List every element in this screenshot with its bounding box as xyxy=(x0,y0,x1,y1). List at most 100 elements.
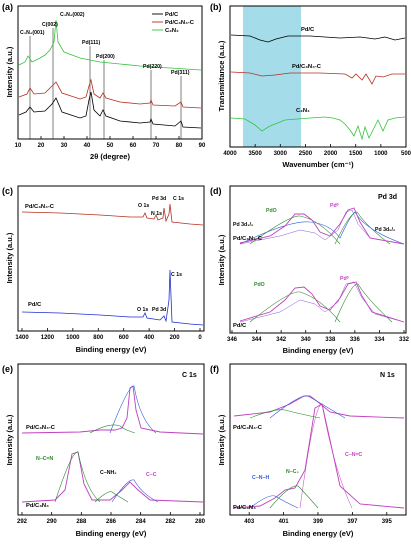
panel-label-c: (c) xyxy=(2,186,13,196)
panel-f-ylabel: Intensity (a.u.) xyxy=(217,414,226,465)
xrd-curve-c3n4 xyxy=(18,19,202,71)
panel-b-ftir: (b) 4000 3500 3000 2500 2000 1500 1000 500 Wave… xyxy=(210,2,411,169)
ftir-curve-pd-c3n4-c xyxy=(230,71,405,85)
panel-d-tick-label: 334 xyxy=(374,337,385,343)
panel-f-tick-label: 403 xyxy=(244,519,255,525)
panel-a-tick-label: 80 xyxy=(176,143,183,149)
xps-survey-curve-pd-c3n4-c xyxy=(21,203,204,226)
panel-c-tick-label: 200 xyxy=(170,335,181,341)
xrd-curve-pd-c3n4-c xyxy=(18,78,202,109)
annotation-c-002: C(002) xyxy=(42,22,58,28)
panel-e-tick-label: 284 xyxy=(136,519,147,525)
c1s-annotation-cnh2: C−NH₂ xyxy=(100,470,117,476)
ftir-curve-c3n4 xyxy=(230,116,406,141)
ftir-label-c3n4: C₃N₄ xyxy=(296,108,310,114)
ftir-curve-pd-c xyxy=(230,34,406,43)
c1s-sample-pd-c3n4-c: Pd/C₃N₄-C xyxy=(26,425,56,431)
pd3d-upper-fit xyxy=(239,207,405,245)
n1s-lower-fit xyxy=(233,403,405,509)
n1s-annotation-nc3: N−C₃ xyxy=(286,469,300,475)
pd3d-sample-pd-c3n4-c: Pd/C₃N₄-C xyxy=(233,236,263,242)
panel-label-a: (a) xyxy=(2,2,13,12)
panel-c-xps-survey: (c) 1400 1200 1000 800 600 400 200 0 Binding en… xyxy=(2,185,205,354)
c1s-annotation-cc: C−C xyxy=(146,472,157,478)
panel-b-tick-label: 3000 xyxy=(274,151,288,157)
n1s-sample-pd-c3n4: Pd/C₃N₄ xyxy=(233,505,256,511)
survey-bottom-pd3d: Pd 3d xyxy=(152,307,166,313)
panel-f-n1s: (f) 403 401 399 397 395 Binding energy (eV) … xyxy=(210,363,407,538)
panel-e-x-ticks: 292 290 288 286 284 282 280 xyxy=(17,512,206,525)
pd3d-5-2-label: Pd 3d₅/₂ xyxy=(375,227,396,233)
annotation-pd-111: Pd(111) xyxy=(82,40,100,46)
panel-c-tick-label: 1200 xyxy=(41,335,55,341)
panel-d-title: Pd 3d xyxy=(378,194,397,201)
panel-f-frame xyxy=(229,363,407,516)
panel-c-frame xyxy=(17,185,205,332)
c1s-sample-pd-c3n4: Pd/C₃N₄ xyxy=(26,503,49,509)
panel-a-peak-lines xyxy=(29,28,182,139)
c1s-annotation-ncn: N−C=N xyxy=(36,456,54,462)
panel-c-xlabel: Binding energy (eV) xyxy=(76,345,147,354)
panel-a-tick-label: 10 xyxy=(15,143,22,149)
panel-e-tick-label: 282 xyxy=(165,519,176,525)
panel-b-frame xyxy=(229,5,407,148)
annotation-pd-220: Pd(220) xyxy=(143,64,162,70)
panel-f-tick-label: 399 xyxy=(313,519,324,525)
pd3d-upper-pdo: PdO xyxy=(266,208,277,214)
panel-d-tick-label: 342 xyxy=(276,337,287,343)
panel-a-tick-label: 70 xyxy=(153,143,160,149)
panel-e-ylabel: Intensity (a.u.) xyxy=(5,414,14,465)
panel-label-e: (e) xyxy=(2,364,13,374)
panel-a-tick-label: 60 xyxy=(130,143,137,149)
survey-top-n1s: N 1s xyxy=(151,211,162,217)
n1s-annotation-cnh: C−N−H xyxy=(252,475,270,481)
panel-a-xrd: (a) 10 20 30 40 50 60 70 80 90 2θ (degree) Inten… xyxy=(2,2,206,161)
panel-d-tick-label: 346 xyxy=(227,337,238,343)
annotation-c3n4-002: C₃N₄(002) xyxy=(60,12,85,18)
panel-d-x-ticks: 346 344 342 340 338 336 334 332 xyxy=(227,330,410,343)
panel-d-tick-label: 338 xyxy=(325,337,336,343)
pd3d-lower-pdo: PdO xyxy=(254,282,265,288)
xrd-curve-pd-c xyxy=(18,91,202,129)
panel-a-tick-label: 30 xyxy=(61,143,68,149)
panel-b-ylabel: Transmittance (a.u.) xyxy=(217,40,226,111)
ftir-label-pd-c: Pd/C xyxy=(301,27,315,33)
panel-b-tick-label: 3500 xyxy=(248,151,262,157)
xps-survey-label-pd-c: Pd/C xyxy=(28,302,42,308)
n1s-annotation-cnc: C−N=C xyxy=(345,452,363,458)
pd3d-3-2-label: Pd 3d₃/₂ xyxy=(233,222,254,228)
panel-b-tick-label: 4000 xyxy=(223,151,237,157)
panel-label-d: (d) xyxy=(210,186,222,196)
panel-c-tick-label: 1400 xyxy=(15,335,29,341)
panel-e-tick-label: 290 xyxy=(47,519,58,525)
panel-b-tick-label: 2000 xyxy=(324,151,338,157)
annotation-c3n4-001: C₃N₄(001) xyxy=(20,30,45,36)
panel-d-tick-label: 336 xyxy=(350,337,361,343)
panel-f-tick-label: 397 xyxy=(347,519,358,525)
legend-c3n4: C₃N₄ xyxy=(165,28,179,34)
pd3d-upper-pd0: Pd⁰ xyxy=(330,203,339,209)
xps-survey-label-pd-c3n4-c: Pd/C₃N₄-C xyxy=(25,204,55,210)
panel-d-frame xyxy=(229,185,407,334)
survey-top-pd3d: Pd 3d xyxy=(152,196,166,202)
panel-a-xlabel: 2θ (degree) xyxy=(90,152,130,161)
panel-f-x-ticks: 403 401 399 397 395 xyxy=(244,512,392,525)
panel-c-tick-label: 800 xyxy=(93,335,104,341)
panel-label-f: (f) xyxy=(210,364,219,374)
n1s-upper-fit xyxy=(233,395,405,419)
c1s-upper-fit xyxy=(21,385,204,435)
ftir-highlight-band xyxy=(243,6,301,147)
panel-e-tick-label: 280 xyxy=(195,519,206,525)
panel-a-legend: Pd/C Pd/C₃N₄-C C₃N₄ xyxy=(152,12,195,34)
legend-pd-c3n4-c: Pd/C₃N₄-C xyxy=(165,20,195,26)
panel-e-tick-label: 292 xyxy=(17,519,28,525)
panel-c-tick-label: 1000 xyxy=(66,335,80,341)
panel-e-c1s: (e) 292 290 288 286 284 282 280 Binding energy… xyxy=(2,363,206,538)
panel-a-tick-label: 50 xyxy=(107,143,114,149)
panel-b-tick-label: 1000 xyxy=(374,151,388,157)
panel-d-tick-label: 340 xyxy=(301,337,312,343)
ftir-label-pd-c3n4-c: Pd/C₃N₄-C xyxy=(292,64,322,70)
panel-a-tick-label: 40 xyxy=(84,143,91,149)
c1s-lower-fit xyxy=(21,451,204,503)
